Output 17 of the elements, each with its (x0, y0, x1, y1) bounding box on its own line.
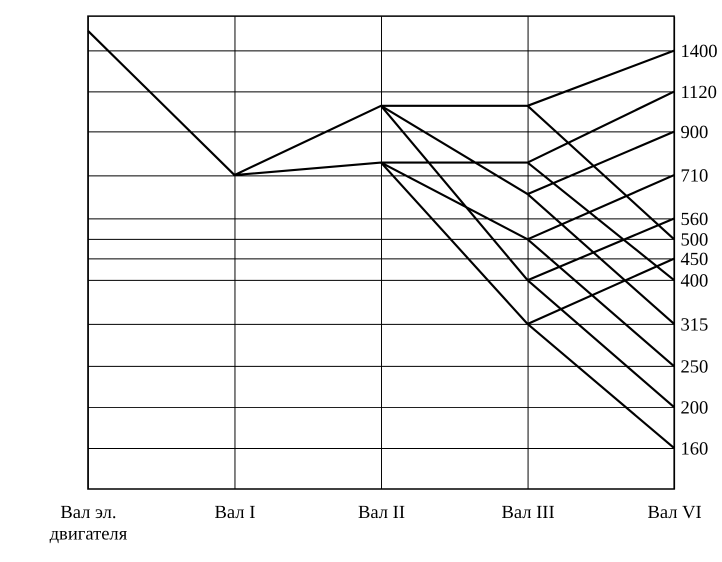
y-tick-label: 1400 (680, 40, 718, 62)
y-tick-label: 710 (680, 165, 708, 186)
y-tick-label: 160 (680, 438, 708, 460)
x-tick-label: Вал VI (648, 502, 702, 523)
x-tick-label: Вал III (501, 502, 555, 523)
y-tick-label: 900 (680, 122, 708, 143)
y-tick-label: 400 (680, 270, 708, 292)
x-tick-label: Вал II (358, 502, 406, 523)
y-tick-label: 315 (680, 314, 708, 336)
y-tick-label: 500 (680, 230, 708, 251)
y-tick-label: 450 (680, 248, 708, 270)
y-tick-label: 250 (680, 356, 708, 378)
y-tick-label: 560 (680, 208, 708, 230)
x-tick-label: Вал I (214, 502, 256, 523)
y-tick-label: 200 (680, 398, 708, 419)
x-tick-label: Вал эл. двигателя (50, 502, 128, 544)
y-tick-label: 1120 (680, 82, 717, 103)
